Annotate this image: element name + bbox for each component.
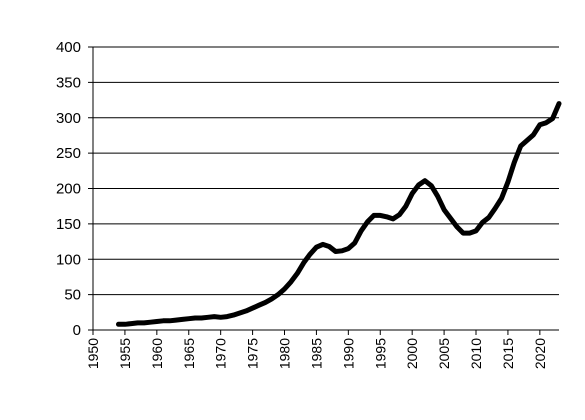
x-tick-label: 1965 xyxy=(181,338,197,369)
x-tick-label: 1985 xyxy=(308,338,324,369)
x-tick-label: 1970 xyxy=(213,338,229,369)
x-axis-tick-labels: 1950 1955 1960 1965 1970 1975 1980 1985 1990 1995… xyxy=(85,338,548,369)
y-tick-label: 400 xyxy=(56,39,81,56)
x-tick-label: 2005 xyxy=(436,338,452,369)
x-tick-label: 2020 xyxy=(532,338,548,369)
y-tick-label: 350 xyxy=(56,74,81,91)
y-tick-label: 0 xyxy=(73,322,81,339)
y-axis-tick-labels: 0 50 100 150 200 250 300 350 400 xyxy=(56,39,81,339)
y-tick-label: 100 xyxy=(56,251,81,268)
y-tick-label: 200 xyxy=(56,181,81,198)
series xyxy=(116,101,562,327)
y-tick-label: 300 xyxy=(56,110,81,127)
series-line-0 xyxy=(116,101,562,327)
x-tick-label: 1990 xyxy=(340,338,356,369)
y-tick-label: 250 xyxy=(56,145,81,162)
x-tick-label: 1955 xyxy=(117,338,133,369)
x-tick-label: 2000 xyxy=(404,338,420,369)
x-tick-label: 1995 xyxy=(372,338,388,369)
gridlines xyxy=(93,46,559,296)
x-tick-label: 1980 xyxy=(277,338,293,369)
y-tick-label: 50 xyxy=(64,287,81,304)
axes xyxy=(88,46,559,335)
y-tick-label: 150 xyxy=(56,216,81,233)
x-tick-label: 1950 xyxy=(85,338,101,369)
x-tick-label: 2015 xyxy=(500,338,516,369)
x-tick-label: 2010 xyxy=(468,338,484,369)
x-tick-label: 1975 xyxy=(245,338,261,369)
x-tick-label: 1960 xyxy=(149,338,165,369)
